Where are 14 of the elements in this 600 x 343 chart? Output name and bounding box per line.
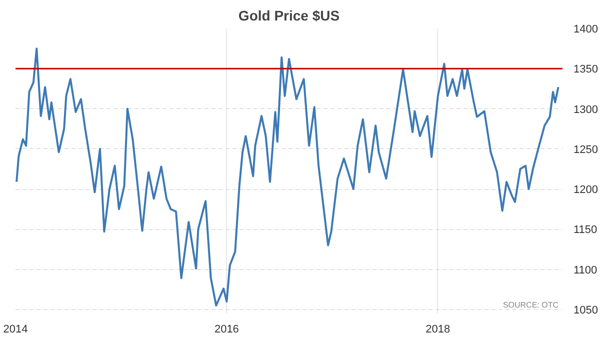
y-tick-label: 1300 bbox=[574, 104, 598, 116]
annotation: SOURCE: OTC bbox=[502, 300, 559, 310]
y-tick-label: 1400 bbox=[574, 24, 598, 36]
y-tick-label: 1200 bbox=[574, 184, 598, 196]
x-tick-label: 2018 bbox=[426, 324, 450, 336]
y-tick-label: 1250 bbox=[574, 144, 598, 156]
chart-title: Gold Price $US bbox=[238, 8, 340, 24]
y-tick-label: 1350 bbox=[574, 64, 598, 76]
x-tick-label: 2016 bbox=[214, 324, 239, 336]
x-tick-label: 2014 bbox=[3, 324, 28, 336]
y-tick-label: 1050 bbox=[574, 304, 598, 316]
y-tick-label: 1150 bbox=[574, 224, 598, 236]
line-series bbox=[16, 48, 560, 306]
y-tick-label: 1100 bbox=[574, 264, 598, 276]
